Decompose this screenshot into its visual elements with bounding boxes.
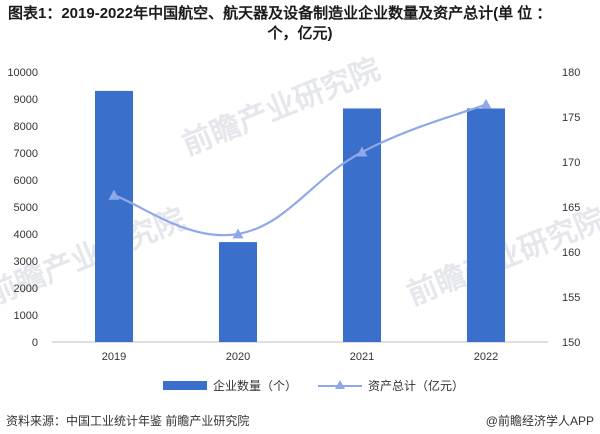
brand-credit: @前瞻经济学人APP (485, 414, 594, 428)
y-right-tick-label: 155 (562, 292, 580, 304)
y-left-tick-label: 5000 (14, 202, 38, 214)
y-right-tick-label: 175 (562, 112, 580, 124)
source-note: 资料来源：中国工业统计年鉴 前瞻产业研究院 (6, 414, 250, 428)
legend-bar-swatch (163, 381, 207, 390)
bar (219, 242, 257, 342)
y-right-tick-label: 170 (562, 157, 580, 169)
y-left-tick-label: 10000 (7, 67, 38, 79)
y-right-tick-label: 160 (562, 247, 580, 259)
line-series (108, 98, 492, 239)
y-left-tick-label: 6000 (14, 175, 38, 187)
bar (343, 108, 381, 342)
y-left-tick-label: 0 (32, 337, 38, 349)
line-point (356, 146, 368, 157)
x-tick-label: 2021 (350, 351, 374, 363)
y-right-tick-label: 150 (562, 337, 580, 349)
title-line-2: 个，亿元) (267, 25, 333, 42)
bar (467, 108, 505, 342)
line-point (480, 98, 492, 109)
title-line-1: 图表1：2019-2022年中国航空、航天器及设备制造业企业数量及资产总计(单 … (8, 5, 552, 22)
x-tick-label: 2019 (102, 351, 126, 363)
legend-bar-label: 企业数量（个） (213, 379, 298, 393)
y-left-tick-label: 7000 (14, 148, 38, 160)
x-tick-label: 2020 (226, 351, 250, 363)
legend-item-bar: 企业数量（个） (163, 377, 297, 394)
axes: 0 1000 2000 3000 4000 5000 6000 7000 8000 9000 100… (7, 67, 580, 363)
y-left-tick-label: 3000 (14, 256, 38, 268)
y-right-tick-label: 165 (562, 202, 580, 214)
bar (95, 90, 133, 343)
line-point (232, 228, 244, 239)
legend-line-label: 资产总计（亿元） (368, 379, 465, 393)
y-left-tick-label: 2000 (14, 283, 38, 295)
legend-line-swatch (318, 379, 362, 392)
y-left-tick-label: 4000 (14, 229, 38, 241)
line-point (108, 189, 120, 200)
legend-item-line: 资产总计（亿元） (318, 377, 464, 394)
y-left-tick-label: 1000 (14, 310, 38, 322)
y-left-tick-label: 9000 (14, 94, 38, 106)
chart-title: 图表1：2019-2022年中国航空、航天器及设备制造业企业数量及资产总计(单 … (8, 4, 592, 44)
line-path (113, 103, 487, 237)
y-left-tick-label: 8000 (14, 121, 38, 133)
x-tick-label: 2022 (474, 351, 498, 363)
y-right-tick-label: 180 (562, 67, 580, 79)
